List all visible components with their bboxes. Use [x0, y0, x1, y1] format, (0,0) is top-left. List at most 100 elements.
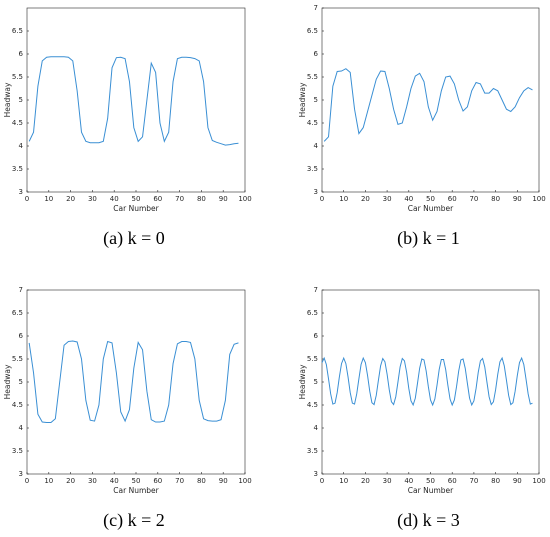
y-tick-label: 6.5 — [307, 27, 318, 35]
y-tick-label: 6.5 — [12, 27, 23, 35]
y-tick-label: 4 — [314, 424, 319, 432]
y-tick-label: 7 — [314, 286, 318, 294]
caption: (b) k = 1 — [397, 228, 460, 249]
subplot: 0 10 20 30 40 50 60 70 80 90 100 3 3.5 4 4.5 5 5.5 6 6.5 7 C… — [298, 286, 546, 531]
x-tick-label: 100 — [532, 195, 545, 203]
y-tick-label: 3.5 — [12, 447, 23, 455]
y-tick-label: 4 — [314, 142, 319, 150]
x-tick-label: 90 — [513, 477, 522, 485]
x-tick-label: 40 — [110, 477, 119, 485]
y-tick-label: 5 — [314, 96, 318, 104]
caption: (d) k = 3 — [397, 510, 460, 531]
y-tick-label: 4.5 — [307, 119, 318, 127]
y-tick-label: 4.5 — [12, 119, 23, 127]
x-tick-label: 40 — [404, 477, 413, 485]
y-tick-label: 5 — [19, 378, 23, 386]
caption: (a) k = 0 — [103, 228, 165, 249]
caption: (c) k = 2 — [103, 510, 165, 531]
data-line — [323, 68, 533, 142]
y-tick-label: 6 — [314, 50, 319, 58]
x-tick-label: 0 — [25, 195, 29, 203]
x-tick-label: 30 — [88, 195, 97, 203]
plot-area — [26, 289, 246, 475]
y-axis-label: Headway — [3, 82, 12, 117]
x-tick-label: 60 — [448, 477, 457, 485]
x-tick-label: 50 — [132, 477, 141, 485]
data-line — [28, 56, 239, 146]
x-tick-label: 90 — [219, 477, 228, 485]
x-tick-label: 20 — [361, 195, 370, 203]
x-tick-label: 80 — [491, 195, 500, 203]
x-tick-label: 30 — [88, 477, 97, 485]
y-tick-label: 5.5 — [307, 355, 318, 363]
y-tick-label: 6.5 — [307, 309, 318, 317]
plot-area — [321, 7, 540, 193]
x-tick-label: 20 — [66, 195, 75, 203]
x-tick-label: 0 — [320, 477, 324, 485]
x-axis-label: Car Number — [408, 204, 454, 213]
data-line — [321, 356, 533, 407]
plot-area — [26, 7, 246, 193]
y-tick-label: 4.5 — [307, 401, 318, 409]
x-tick-label: 20 — [361, 477, 370, 485]
y-tick-label: 4.5 — [12, 401, 23, 409]
x-tick-label: 10 — [339, 477, 348, 485]
y-tick-label: 6 — [19, 50, 24, 58]
x-tick-label: 100 — [238, 195, 251, 203]
subplot: 0 10 20 30 40 50 60 70 80 90 100 3 3.5 4 4.5 5 5.5 6 6.5 7 C… — [3, 286, 252, 531]
y-tick-label: 3 — [19, 188, 23, 196]
x-tick-label: 60 — [153, 477, 162, 485]
x-tick-label: 50 — [426, 477, 435, 485]
y-tick-label: 3 — [314, 188, 318, 196]
x-tick-label: 100 — [238, 477, 251, 485]
y-axis-label: Headway — [298, 82, 307, 117]
y-tick-label: 5 — [314, 378, 318, 386]
x-tick-label: 0 — [25, 477, 29, 485]
x-tick-label: 50 — [132, 195, 141, 203]
x-axis-label: Car Number — [113, 204, 159, 213]
y-tick-label: 6 — [314, 332, 319, 340]
x-axis-label: Car Number — [113, 486, 159, 495]
x-tick-label: 40 — [404, 195, 413, 203]
x-tick-label: 50 — [426, 195, 435, 203]
x-tick-label: 10 — [44, 195, 53, 203]
y-tick-label: 5.5 — [12, 355, 23, 363]
x-tick-label: 30 — [383, 477, 392, 485]
y-tick-label: 3 — [19, 470, 23, 478]
y-tick-label: 5.5 — [12, 73, 23, 81]
x-tick-label: 60 — [448, 195, 457, 203]
x-tick-label: 20 — [66, 477, 75, 485]
subplot: 0 10 20 30 40 50 60 70 80 90 100 3 3.5 4 4.5 5 5.5 6 6.5 7 C… — [298, 4, 546, 249]
y-tick-label: 4 — [19, 424, 24, 432]
y-axis-label: Headway — [3, 364, 12, 399]
y-tick-label: 3 — [314, 470, 318, 478]
y-tick-label: 5 — [19, 96, 23, 104]
subplot: 0 10 20 30 40 50 60 70 80 90 100 3 3.5 4 4.5 5 5.5 6 6.5 Ca… — [3, 7, 252, 249]
y-tick-label: 4 — [19, 142, 24, 150]
x-tick-label: 90 — [513, 195, 522, 203]
x-axis-label: Car Number — [408, 486, 454, 495]
x-tick-label: 80 — [197, 477, 206, 485]
y-tick-label: 5.5 — [307, 73, 318, 81]
x-tick-label: 70 — [469, 477, 478, 485]
x-tick-label: 10 — [44, 477, 53, 485]
x-tick-label: 70 — [175, 195, 184, 203]
y-tick-label: 6 — [19, 332, 24, 340]
x-tick-label: 100 — [532, 477, 545, 485]
x-tick-label: 70 — [175, 477, 184, 485]
x-tick-label: 70 — [469, 195, 478, 203]
y-tick-label: 7 — [19, 286, 23, 294]
x-tick-label: 80 — [491, 477, 500, 485]
x-tick-label: 60 — [153, 195, 162, 203]
data-line — [28, 340, 239, 423]
y-tick-label: 7 — [314, 4, 318, 12]
x-tick-label: 40 — [110, 195, 119, 203]
x-tick-label: 10 — [339, 195, 348, 203]
y-tick-label: 3.5 — [12, 165, 23, 173]
x-tick-label: 30 — [383, 195, 392, 203]
x-tick-label: 80 — [197, 195, 206, 203]
y-tick-label: 3.5 — [307, 165, 318, 173]
y-tick-label: 6.5 — [12, 309, 23, 317]
x-tick-label: 90 — [219, 195, 228, 203]
